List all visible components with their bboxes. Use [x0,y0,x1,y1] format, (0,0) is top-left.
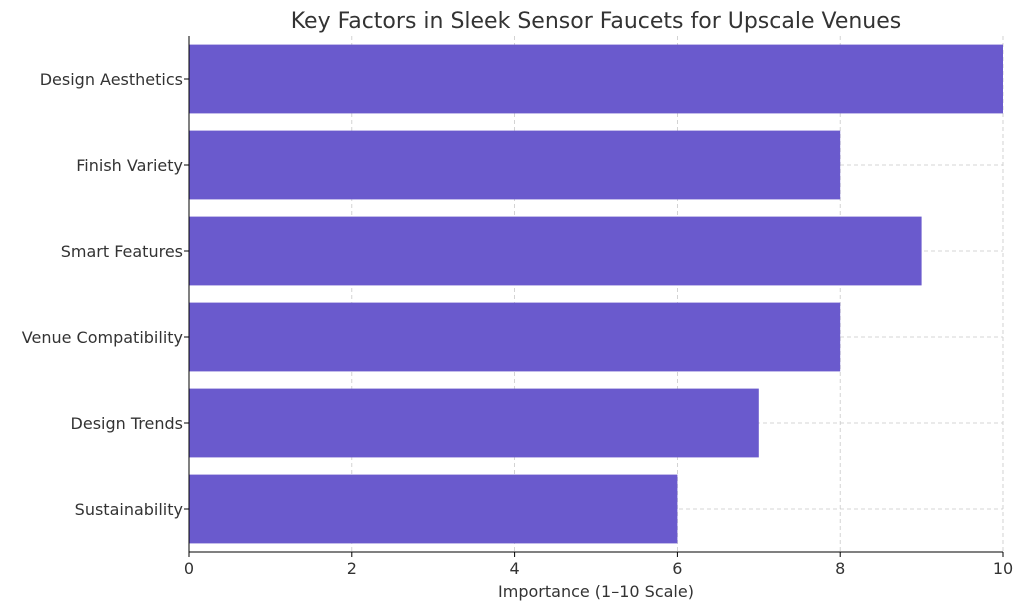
chart-title: Key Factors in Sleek Sensor Faucets for … [291,9,902,34]
x-axis-label: Importance (1–10 Scale) [498,582,694,601]
y-tick-label: Finish Variety [76,156,183,175]
bar-sustainability [189,474,678,544]
x-tick-label: 8 [835,559,845,578]
axes [184,36,1004,557]
x-tick-label: 2 [347,559,357,578]
bar-design-trends [189,388,759,458]
bar-venue-compatibility [189,302,841,372]
bar-finish-variety [189,130,841,200]
y-tick-label: Design Trends [71,414,183,433]
x-tick-label: 10 [993,559,1013,578]
x-tick-labels: 0 2 4 6 8 10 [184,559,1013,578]
bars [189,44,1003,544]
x-tick-label: 4 [510,559,520,578]
bar-design-aesthetics [189,44,1003,114]
y-tick-labels: Design Aesthetics Finish Variety Smart Fea… [22,70,183,519]
y-tick-label: Smart Features [61,242,183,261]
bar-smart-features [189,216,922,286]
y-tick-label: Design Aesthetics [40,70,183,89]
y-tick-label: Venue Compatibility [22,328,183,347]
y-tick-label: Sustainability [75,500,183,519]
x-tick-label: 6 [672,559,682,578]
x-tick-label: 0 [184,559,194,578]
